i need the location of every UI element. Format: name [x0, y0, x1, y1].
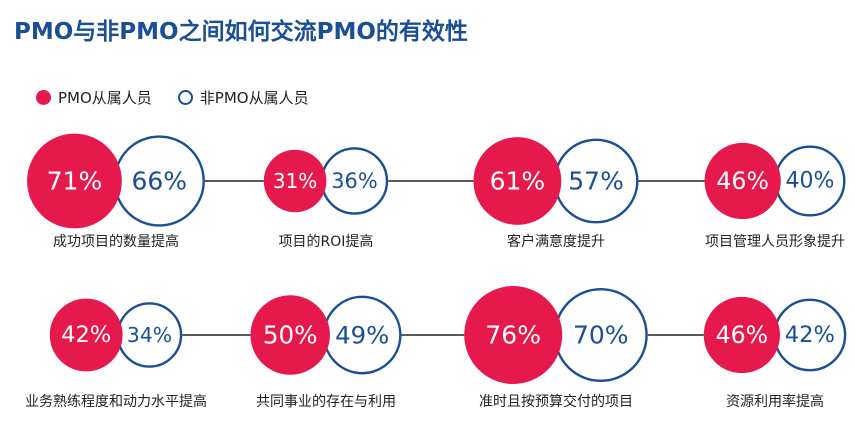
non-pmo-value-label: 36%	[331, 169, 377, 193]
pmo-bubble	[27, 133, 122, 229]
pmo-value-label: 50%	[263, 321, 318, 350]
legend-item-non-pmo: 非PMO从属人员	[177, 87, 309, 108]
pmo-bubble	[464, 286, 563, 384]
non-pmo-value-label: 40%	[785, 169, 834, 194]
non-pmo-value-label: 42%	[785, 322, 835, 348]
chart-title: PMO与非PMO之间如何交流PMO的有效性	[14, 19, 468, 45]
non-pmo-value-label: 57%	[568, 167, 624, 196]
pmo-bubble	[473, 137, 562, 225]
category-label: 成功项目的数量提高	[53, 233, 179, 250]
non-pmo-value-label: 49%	[335, 321, 389, 350]
category-label: 客户满意度提升	[507, 233, 605, 250]
pmo-bubble	[250, 295, 330, 375]
pmo-value-label: 61%	[490, 167, 546, 196]
pmo-value-label: 76%	[485, 321, 541, 350]
legend-item-pmo: PMO从属人员	[36, 87, 152, 108]
category-label: 项目的ROI提高	[279, 233, 374, 250]
category-label: 准时且按预算交付的项目	[479, 393, 633, 410]
pmo-bubble	[49, 298, 123, 372]
category-label: 资源利用率提高	[726, 393, 824, 410]
legend-swatch-pmo	[36, 89, 51, 105]
pmo-value-label: 31%	[273, 169, 317, 193]
category-label: 业务熟练程度和动力水平提高	[25, 393, 207, 410]
pmo-bubble	[703, 296, 780, 374]
pmo-bubble	[263, 149, 327, 213]
legend-label-non-pmo: 非PMO从属人员	[199, 88, 309, 107]
category-label: 共同事业的存在与利用	[256, 394, 396, 410]
non-pmo-value-label: 66%	[131, 167, 187, 196]
category-label: 项目管理人员形象提升	[705, 234, 845, 250]
pmo-value-label: 71%	[47, 167, 103, 196]
legend: PMO从属人员 非PMO从属人员	[36, 86, 335, 108]
non-pmo-value-label: 70%	[573, 321, 629, 350]
legend-label-pmo: PMO从属人员	[58, 88, 152, 107]
pmo-value-label: 46%	[716, 167, 769, 195]
pmo-value-label: 46%	[716, 321, 769, 349]
legend-swatch-non-pmo	[177, 89, 193, 105]
non-pmo-value-label: 34%	[127, 323, 172, 347]
pmo-bubble	[704, 142, 781, 220]
pmo-value-label: 42%	[61, 322, 111, 348]
